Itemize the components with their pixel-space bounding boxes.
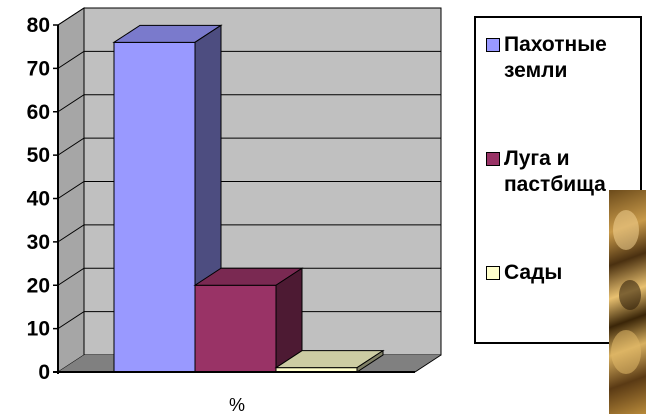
legend-item-meadows: Луга и пастбища bbox=[486, 146, 644, 198]
gridline bbox=[57, 224, 441, 243]
gridline bbox=[57, 137, 441, 156]
bar-1 bbox=[112, 24, 223, 373]
y-tick-label: 70 bbox=[27, 57, 50, 80]
y-tick-label: 10 bbox=[27, 318, 50, 341]
y-tick-label: 60 bbox=[27, 101, 50, 124]
y-tick-label: 20 bbox=[27, 274, 50, 297]
gridline bbox=[57, 311, 441, 330]
y-tick-label: 30 bbox=[27, 231, 50, 254]
gridlines bbox=[53, 7, 441, 373]
bars bbox=[112, 24, 385, 373]
x-axis-label: % bbox=[229, 395, 245, 414]
bar-front bbox=[194, 284, 277, 373]
y-tick-labels: 0 10 20 30 40 50 60 70 80 bbox=[27, 14, 50, 384]
gridline bbox=[57, 94, 441, 113]
legend-label-meadows: Луга и пастбища bbox=[504, 147, 606, 196]
legend-label-arable: Пахотные земли bbox=[504, 33, 607, 82]
legend-swatch-meadows bbox=[486, 152, 500, 166]
legend-item-gardens: Сады bbox=[486, 260, 644, 286]
gridline bbox=[57, 267, 441, 286]
decorative-photo bbox=[609, 190, 646, 414]
legend-swatch-gardens bbox=[486, 266, 500, 280]
bar-2 bbox=[193, 267, 304, 373]
y-tick-label: 50 bbox=[27, 144, 50, 167]
bar-3 bbox=[274, 349, 385, 373]
legend-swatch-arable bbox=[486, 38, 500, 52]
bar-front bbox=[113, 41, 196, 373]
gridline bbox=[57, 181, 441, 199]
y-tick-label: 0 bbox=[38, 361, 50, 384]
legend-label-gardens: Сады bbox=[504, 261, 563, 284]
gridline bbox=[57, 7, 441, 26]
axes bbox=[53, 25, 442, 374]
gridline bbox=[57, 50, 441, 69]
floor-edge bbox=[414, 354, 442, 373]
bar-side bbox=[356, 349, 384, 373]
legend-item-arable: Пахотные земли bbox=[486, 32, 644, 84]
y-tick-label: 80 bbox=[27, 14, 50, 37]
y-tick-label: 40 bbox=[27, 188, 50, 211]
